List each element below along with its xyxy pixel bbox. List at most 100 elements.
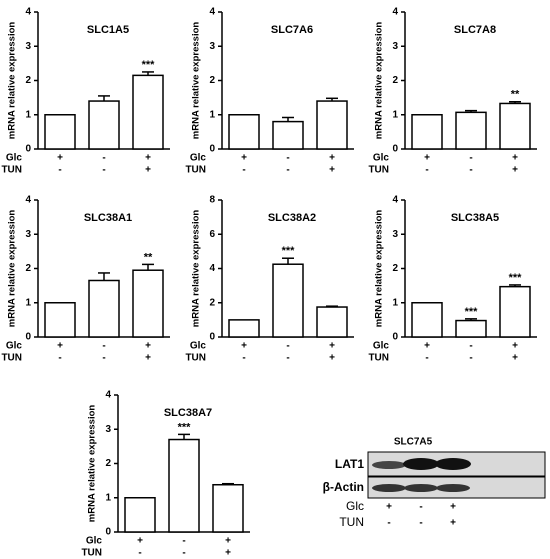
condition-mark: +	[512, 353, 518, 364]
bar	[44, 302, 76, 338]
chart-title: SLC7A8	[454, 24, 496, 36]
condition-label: TUN	[1, 353, 22, 364]
condition-mark: +	[329, 153, 335, 164]
condition-label: Glc	[190, 341, 207, 352]
condition-label: Glc	[190, 153, 207, 164]
condition-mark: +	[241, 341, 247, 352]
condition-mark: +	[225, 536, 231, 547]
y-tick-label: 3	[25, 229, 31, 240]
condition-mark: -	[286, 341, 289, 352]
blot-row-label: LAT1	[335, 457, 364, 471]
bar	[124, 497, 156, 533]
y-tick-label: 4	[209, 263, 215, 274]
y-tick-label: 1	[25, 297, 31, 308]
y-tick-label: 2	[25, 75, 31, 86]
condition-mark: -	[242, 165, 245, 176]
chart-title: SLC7A6	[271, 24, 313, 36]
condition-mark: -	[469, 341, 472, 352]
y-tick-label: 3	[392, 41, 398, 52]
condition-mark: +	[145, 153, 151, 164]
condition-mark: -	[286, 153, 289, 164]
condition-mark: -	[102, 153, 105, 164]
y-tick-label: 1	[25, 109, 31, 120]
chart-title: SLC1A5	[87, 24, 129, 36]
bar	[499, 102, 531, 150]
condition-mark: -	[419, 518, 422, 529]
condition-mark: +	[386, 502, 392, 513]
blot-band	[372, 461, 406, 469]
y-tick-label: 3	[25, 41, 31, 52]
y-tick-label: 0	[25, 332, 31, 343]
condition-mark: +	[450, 502, 456, 513]
y-axis-label: mRNA relative expression	[374, 210, 385, 328]
y-tick-label: 3	[105, 424, 111, 435]
y-axis-label: mRNA relative expression	[191, 210, 202, 328]
condition-mark: -	[425, 353, 428, 364]
significance-label: **	[511, 89, 520, 101]
blot-row-label: β-Actin	[323, 480, 364, 494]
y-tick-label: 0	[392, 332, 398, 343]
y-tick-label: 6	[209, 229, 215, 240]
bar	[132, 74, 164, 150]
y-tick-label: 3	[392, 229, 398, 240]
condition-mark: -	[419, 502, 422, 513]
condition-label: Glc	[86, 536, 103, 547]
blot-title: SLC7A5	[394, 437, 433, 448]
blot-band	[435, 458, 471, 470]
chart-title: SLC38A2	[268, 212, 316, 224]
bar	[499, 285, 531, 338]
condition-mark: +	[57, 341, 63, 352]
y-tick-label: 2	[105, 458, 111, 469]
y-tick-label: 0	[105, 527, 111, 538]
bar	[88, 279, 120, 338]
significance-label: ***	[465, 306, 479, 318]
condition-mark: -	[469, 165, 472, 176]
condition-mark: +	[512, 165, 518, 176]
bar	[411, 302, 443, 338]
bar	[316, 306, 348, 338]
blot-band	[404, 484, 438, 492]
y-tick-label: 1	[209, 109, 215, 120]
y-tick-label: 4	[105, 390, 111, 401]
condition-mark: -	[286, 165, 289, 176]
condition-mark: -	[425, 165, 428, 176]
bar	[455, 111, 487, 150]
y-tick-label: 0	[209, 332, 215, 343]
bar	[44, 114, 76, 150]
chart-panel: SLC38A1 mRNA relative expression 0 1 2 3 4 ** Gl…	[1, 195, 170, 364]
condition-label: Glc	[373, 341, 390, 352]
y-tick-label: 4	[392, 7, 398, 18]
chart-panel: SLC38A5 mRNA relative expression 0 1 2 3 4 *** *…	[368, 195, 537, 364]
y-tick-label: 1	[392, 109, 398, 120]
condition-mark: -	[102, 165, 105, 176]
condition-label: Glc	[346, 499, 364, 513]
blot-band	[372, 484, 406, 492]
bar	[168, 438, 200, 533]
y-axis-label: mRNA relative expression	[87, 405, 98, 523]
chart-title: SLC38A7	[164, 407, 212, 419]
bar	[228, 114, 260, 150]
condition-label: Glc	[373, 153, 390, 164]
bar	[228, 319, 260, 338]
condition-label: TUN	[368, 165, 389, 176]
condition-mark: -	[469, 353, 472, 364]
y-tick-label: 1	[392, 297, 398, 308]
y-tick-label: 2	[392, 75, 398, 86]
y-tick-label: 4	[209, 7, 215, 18]
condition-mark: +	[450, 518, 456, 529]
significance-label: ***	[509, 272, 523, 284]
chart-panel: SLC38A2 mRNA relative expression 0 2 4 6 8 *** G…	[185, 195, 354, 364]
y-tick-label: 1	[105, 492, 111, 503]
significance-label: **	[144, 251, 153, 263]
condition-mark: +	[57, 153, 63, 164]
chart-panel: SLC38A7 mRNA relative expression 0 1 2 3 4 *** G…	[81, 390, 250, 559]
significance-label: ***	[282, 245, 296, 257]
blot-band	[436, 484, 470, 492]
bar	[88, 100, 120, 150]
y-tick-label: 2	[209, 297, 215, 308]
condition-mark: -	[182, 536, 185, 547]
chart-panel: SLC1A5 mRNA relative expression 0 1 2 3 4 *** Gl…	[1, 7, 170, 176]
y-tick-label: 4	[25, 7, 31, 18]
y-tick-label: 2	[209, 75, 215, 86]
